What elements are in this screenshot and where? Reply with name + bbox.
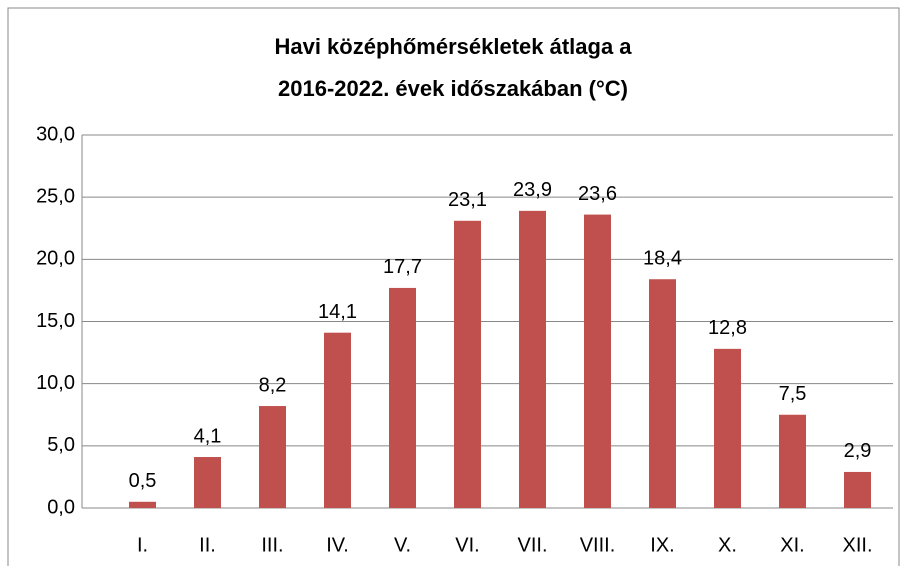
chart-title: 2016-2022. évek időszakában (°C) xyxy=(278,76,628,101)
data-label: 23,1 xyxy=(448,189,487,211)
bar xyxy=(389,287,416,508)
x-tick-label: IV. xyxy=(326,534,349,556)
data-label: 7,5 xyxy=(779,383,807,405)
data-label: 23,6 xyxy=(578,183,617,205)
y-tick-label: 10,0 xyxy=(36,372,75,394)
chart-title: Havi középhőmérsékletek átlaga a xyxy=(274,34,632,59)
data-label: 23,9 xyxy=(513,179,552,201)
data-label: 8,2 xyxy=(259,374,287,396)
data-label: 17,7 xyxy=(383,256,422,278)
bar xyxy=(519,210,546,509)
x-tick-label: IX. xyxy=(650,534,674,556)
x-tick-label: VIII. xyxy=(580,534,616,556)
bar xyxy=(844,471,871,508)
bar xyxy=(129,501,156,508)
x-tick-label: II. xyxy=(199,534,216,556)
bar xyxy=(584,214,611,508)
x-tick-label: V. xyxy=(394,534,411,556)
bar xyxy=(194,457,221,508)
x-tick-label: XII. xyxy=(842,534,872,556)
y-tick-label: 25,0 xyxy=(36,185,75,207)
data-label: 0,5 xyxy=(129,470,157,492)
x-tick-label: VII. xyxy=(517,534,547,556)
data-label: 18,4 xyxy=(643,248,682,270)
bar xyxy=(779,414,806,508)
bar xyxy=(259,406,286,508)
y-tick-label: 30,0 xyxy=(36,123,75,145)
x-tick-label: XI. xyxy=(780,534,804,556)
y-tick-label: 0,0 xyxy=(47,496,75,518)
chart-frame xyxy=(7,7,900,566)
y-tick-label: 15,0 xyxy=(36,310,75,332)
x-tick-label: X. xyxy=(718,534,737,556)
y-tick-label: 5,0 xyxy=(47,434,75,456)
x-tick-label: III. xyxy=(261,534,283,556)
bar xyxy=(714,348,741,508)
x-tick-label: I. xyxy=(137,534,148,556)
y-tick-label: 20,0 xyxy=(36,248,75,270)
data-label: 4,1 xyxy=(194,425,222,447)
data-label: 14,1 xyxy=(318,301,357,323)
bar xyxy=(454,220,481,509)
data-label: 2,9 xyxy=(844,440,872,462)
bar xyxy=(649,279,676,508)
data-label: 12,8 xyxy=(708,317,747,339)
x-tick-label: VI. xyxy=(455,534,479,556)
bar xyxy=(324,332,351,508)
